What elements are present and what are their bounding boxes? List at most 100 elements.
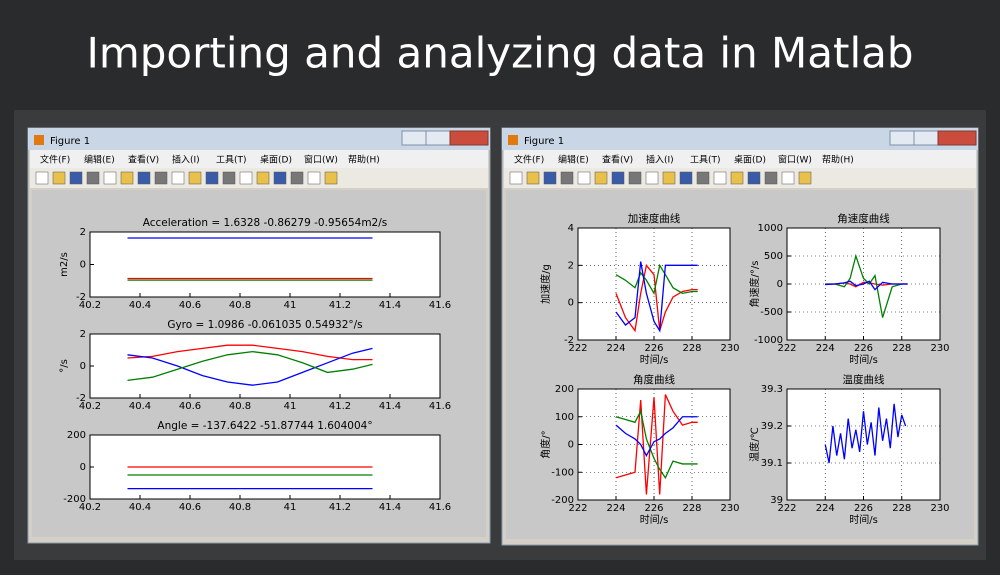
toolbar-button[interactable] xyxy=(256,171,270,185)
menu-item[interactable]: 查看(V) xyxy=(602,154,633,166)
toolbar-button[interactable] xyxy=(307,171,321,185)
toolbar-button[interactable] xyxy=(120,171,134,185)
maximize-button[interactable] xyxy=(425,130,451,146)
toolbar-button[interactable] xyxy=(577,171,591,185)
toolbar-button[interactable] xyxy=(154,171,168,185)
chart-title: 角度曲线 xyxy=(633,373,675,386)
toolbar-button[interactable] xyxy=(730,171,744,185)
menu-item[interactable]: 文件(F) xyxy=(40,154,70,166)
toolbar-button[interactable] xyxy=(188,171,202,185)
toolbar-button[interactable] xyxy=(52,171,66,185)
y-tick-label: 100 xyxy=(555,412,574,423)
toolbar-button[interactable] xyxy=(798,171,812,185)
menu-item[interactable]: 编辑(E) xyxy=(558,154,589,166)
series-line xyxy=(615,263,698,296)
x-tick-label: 222 xyxy=(568,343,587,354)
chart-title: 温度曲线 xyxy=(843,373,885,386)
toolbar-button[interactable] xyxy=(137,171,151,185)
toolbar-button[interactable] xyxy=(611,171,625,185)
toolbar-button[interactable] xyxy=(324,171,338,185)
toolbar-button[interactable] xyxy=(713,171,727,185)
y-tick-label: 2 xyxy=(80,227,86,238)
x-tick-label: 230 xyxy=(930,503,949,514)
x-axis-label: 时间/s xyxy=(640,513,669,526)
y-tick-label: 0 xyxy=(80,260,86,271)
y-tick-label: -200 xyxy=(63,494,86,505)
menu-item[interactable]: 窗口(W) xyxy=(778,154,812,166)
menu-item[interactable]: 帮助(H) xyxy=(348,154,380,166)
toolbar-button[interactable] xyxy=(86,171,100,185)
chart-title: Angle = -137.6422 -51.87744 1.604004° xyxy=(157,420,372,432)
window-title: Figure 1 xyxy=(50,136,90,147)
menu-item[interactable]: 文件(F) xyxy=(514,154,544,166)
x-tick-label: 40.8 xyxy=(229,300,251,311)
x-tick-label: 40.8 xyxy=(229,401,251,412)
toolbar-button[interactable] xyxy=(509,171,523,185)
menu-item[interactable]: 工具(T) xyxy=(216,155,247,166)
toolbar-button[interactable] xyxy=(239,171,253,185)
chart-title: 加速度曲线 xyxy=(628,212,681,225)
page-title: Importing and analyzing data in Matlab xyxy=(86,29,913,78)
toolbar-button[interactable] xyxy=(764,171,778,185)
menu-item[interactable]: 插入(I) xyxy=(172,154,200,166)
chart-title: Acceleration = 1.6328 -0.86279 -0.95654m… xyxy=(143,217,387,229)
menu-item[interactable]: 桌面(D) xyxy=(260,154,292,166)
toolbar-button[interactable] xyxy=(103,171,117,185)
series-line xyxy=(127,350,373,382)
x-tick-label: 40.8 xyxy=(229,502,251,513)
toolbar-button[interactable] xyxy=(543,171,557,185)
x-axis-label: 时间/s xyxy=(640,353,669,366)
menu-item[interactable]: 查看(V) xyxy=(128,154,159,166)
x-tick-label: 226 xyxy=(644,343,663,354)
toolbar-button[interactable] xyxy=(662,171,676,185)
toolbar-button[interactable] xyxy=(781,171,795,185)
menu-item[interactable]: 窗口(W) xyxy=(304,154,338,166)
y-tick-label: 0 xyxy=(568,440,574,451)
x-axis-label: 时间/s xyxy=(849,353,878,366)
toolbar-button[interactable] xyxy=(273,171,287,185)
toolbar-button[interactable] xyxy=(526,171,540,185)
menu-item[interactable]: 帮助(H) xyxy=(822,154,854,166)
y-tick-label: -2 xyxy=(76,393,86,404)
menu-item[interactable]: 桌面(D) xyxy=(734,154,766,166)
toolbar-button[interactable] xyxy=(645,171,659,185)
y-tick-label: 0 xyxy=(80,462,86,473)
y-tick-label: 39 xyxy=(770,495,783,506)
plot-area xyxy=(89,231,441,298)
x-tick-label: 40.2 xyxy=(79,401,101,412)
series-line xyxy=(825,280,908,291)
y-axis-label: 角速度/°/s xyxy=(748,261,761,308)
toolbar-button[interactable] xyxy=(628,171,642,185)
x-tick-label: 41 xyxy=(284,401,297,412)
x-tick-label: 222 xyxy=(777,343,796,354)
menu-item[interactable]: 编辑(E) xyxy=(84,154,115,166)
x-tick-label: 228 xyxy=(892,503,911,514)
toolbar-button[interactable] xyxy=(35,171,49,185)
y-tick-label: -500 xyxy=(760,307,783,318)
toolbar-button[interactable] xyxy=(696,171,710,185)
menu-item[interactable]: 工具(T) xyxy=(690,155,721,166)
minimize-button[interactable] xyxy=(401,130,427,146)
toolbar-button[interactable] xyxy=(560,171,574,185)
toolbar-button[interactable] xyxy=(594,171,608,185)
window-icon xyxy=(34,135,44,145)
minimize-button[interactable] xyxy=(889,130,915,146)
toolbar-button[interactable] xyxy=(747,171,761,185)
toolbar-button[interactable] xyxy=(222,171,236,185)
toolbar-button[interactable] xyxy=(205,171,219,185)
toolbar-button[interactable] xyxy=(171,171,185,185)
y-tick-label: 0 xyxy=(80,361,86,372)
toolbar-button[interactable] xyxy=(69,171,83,185)
y-tick-label: 0 xyxy=(568,298,574,309)
close-button[interactable] xyxy=(449,130,489,146)
plot-area xyxy=(89,333,441,399)
toolbar-button[interactable] xyxy=(290,171,304,185)
maximize-button[interactable] xyxy=(913,130,939,146)
y-axis-label: 角度/° xyxy=(539,430,552,458)
series-line xyxy=(615,416,698,457)
y-axis-label: °/s xyxy=(59,359,70,373)
menu-item[interactable]: 插入(I) xyxy=(646,154,674,166)
close-button[interactable] xyxy=(937,130,977,146)
toolbar-button[interactable] xyxy=(679,171,693,185)
